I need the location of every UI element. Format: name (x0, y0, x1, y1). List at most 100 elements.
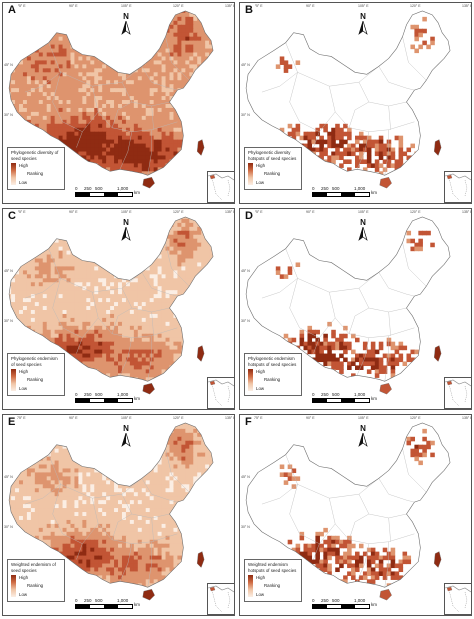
map-cell (129, 56, 135, 62)
map-cell (169, 345, 175, 351)
map-cell (177, 135, 182, 141)
map-cell (145, 167, 151, 172)
map-cell (129, 52, 135, 58)
map-cell (98, 254, 103, 260)
map-cell (70, 36, 76, 42)
map-cell (133, 234, 139, 240)
map-cell (46, 278, 52, 283)
map-cell (54, 12, 60, 18)
map-cell (133, 226, 139, 232)
map-cell (173, 24, 179, 30)
map-cell (54, 321, 60, 327)
map-cell (125, 103, 131, 109)
map-cell (149, 238, 155, 244)
map-cell (98, 68, 103, 73)
map-cell (67, 179, 72, 184)
map-cell (18, 20, 24, 26)
map-cell (38, 313, 44, 319)
map-cell (82, 80, 87, 85)
map-cell (157, 143, 163, 149)
map-cell (9, 345, 12, 351)
map-cell (19, 191, 24, 196)
map-cell (197, 298, 202, 303)
map-cell (94, 36, 99, 42)
map-cell (165, 40, 171, 46)
map-cell (66, 325, 72, 331)
map-cell (209, 64, 214, 69)
map-cell (38, 131, 44, 137)
map-cell (54, 222, 60, 228)
map-cell (46, 230, 52, 236)
map-cell (197, 317, 202, 323)
map-cell (205, 127, 210, 133)
map-cell (173, 119, 179, 125)
map-cell (102, 80, 107, 85)
map-cell (153, 306, 159, 311)
map-cell (102, 270, 107, 275)
map-cell (98, 278, 103, 283)
map-cell (94, 274, 99, 279)
map-cell (42, 298, 48, 303)
map-cell (161, 302, 167, 307)
map-cell (58, 282, 64, 287)
map-cell (153, 333, 159, 339)
scale-bar-graphic (312, 192, 370, 197)
map-cell (197, 309, 202, 315)
map-cell (11, 88, 16, 93)
map-cell (114, 84, 119, 89)
map-cell (70, 298, 76, 303)
map-cell (110, 119, 115, 125)
map-cell (15, 60, 20, 65)
map-cell (185, 258, 190, 264)
map-cell (82, 123, 87, 129)
map-cell (42, 341, 48, 347)
map-cell (173, 183, 178, 188)
map-cell (70, 341, 76, 347)
map-cell (181, 246, 186, 252)
map-cell (173, 40, 179, 46)
map-cell (22, 242, 28, 248)
map-cell (74, 88, 79, 93)
map-cell (201, 191, 206, 196)
map-cell (46, 262, 52, 268)
map-cell (70, 216, 76, 220)
map-cell (102, 230, 107, 236)
map-cell (114, 321, 119, 327)
map-cell (110, 60, 115, 65)
map-cell (161, 52, 167, 58)
map-cell (335, 147, 340, 153)
map-cell (193, 361, 198, 367)
map-cell (62, 218, 68, 224)
map-cell (157, 16, 163, 22)
map-cell (106, 357, 111, 363)
map-cell (15, 32, 20, 38)
map-cell (50, 72, 56, 77)
map-cell (82, 92, 87, 97)
map-cell (78, 127, 83, 133)
map-cell (137, 218, 143, 224)
map-cell (70, 103, 76, 109)
map-cell (366, 171, 372, 176)
map-cell (133, 361, 139, 367)
map-cell (94, 96, 99, 101)
map-cell (106, 12, 111, 18)
map-cell (94, 32, 99, 38)
map-cell (185, 369, 190, 374)
map-cell (94, 16, 99, 22)
map-cell (197, 163, 202, 168)
map-cell (78, 80, 83, 85)
map-cell (22, 100, 28, 105)
map-cell (173, 36, 179, 42)
map-cell (137, 52, 143, 58)
map-cell (209, 369, 214, 374)
map-cell (74, 302, 79, 307)
map-cell (133, 72, 139, 77)
map-cell (181, 306, 186, 311)
map-cell (66, 365, 72, 370)
map-cell (129, 139, 135, 145)
map-cell (15, 321, 20, 327)
map-cell (15, 72, 20, 77)
map-cell (78, 52, 83, 58)
map-cell (157, 12, 163, 18)
map-cell (90, 222, 95, 228)
